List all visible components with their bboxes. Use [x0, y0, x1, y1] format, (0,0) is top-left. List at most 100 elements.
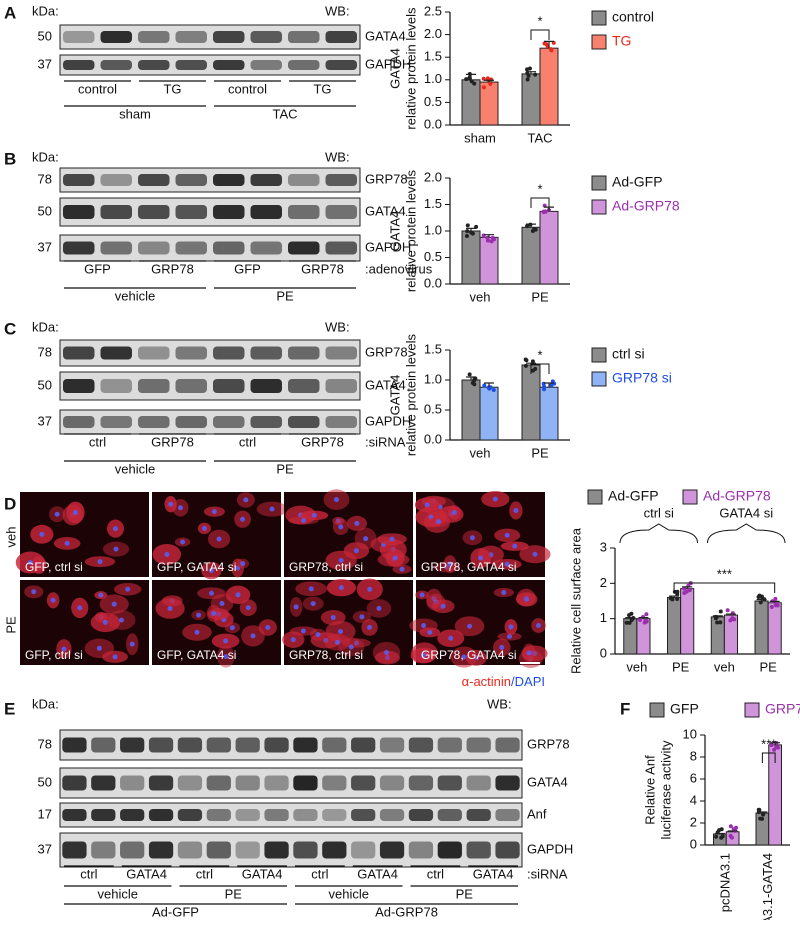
nucleus	[31, 589, 37, 595]
y-tick-label: 0.0	[424, 431, 442, 446]
nucleus	[359, 614, 365, 620]
x-tick-label: TAC	[527, 130, 552, 145]
error-bar	[484, 382, 494, 388]
group-label: ctrl si	[644, 505, 674, 520]
nucleus	[301, 517, 307, 523]
nucleus	[216, 536, 222, 542]
bar	[461, 79, 481, 126]
nucleus	[338, 585, 344, 591]
blot-band	[325, 31, 357, 43]
nucleus	[338, 628, 344, 634]
dot	[718, 620, 723, 625]
blot-band	[213, 205, 245, 219]
image-caption: GFP, GATA4 si	[157, 560, 236, 574]
blot-band	[138, 60, 170, 70]
panel-letter: D	[4, 494, 16, 513]
protein-label: GATA4	[527, 774, 568, 789]
dot	[719, 835, 724, 840]
error-bar	[544, 382, 554, 388]
blot-band	[466, 841, 491, 859]
lane-label: ctrl	[427, 866, 444, 881]
dot	[533, 72, 538, 77]
legend-swatch	[591, 371, 607, 387]
nucleus	[367, 624, 373, 630]
blot-band	[175, 241, 207, 255]
significance-label: ***	[761, 736, 776, 751]
significance-label: *	[537, 13, 542, 28]
blot-band	[495, 737, 520, 753]
x-tick-label: veh	[470, 445, 491, 460]
blot-band	[351, 737, 376, 753]
blot-band	[288, 31, 320, 43]
nucleus	[180, 539, 186, 545]
legend-label: GRP78	[765, 701, 800, 717]
nucleus	[61, 646, 67, 652]
legend-swatch	[587, 489, 603, 505]
blot-band	[250, 346, 282, 360]
bar	[461, 230, 481, 285]
blot-band	[379, 737, 405, 753]
dot	[769, 604, 774, 609]
blot-band	[466, 809, 491, 821]
blot-band	[100, 60, 132, 70]
y-axis-label: relative protein levels	[403, 169, 418, 292]
blot-band	[325, 205, 357, 219]
blot-band	[288, 416, 320, 428]
y-axis-label: GATA4	[387, 375, 402, 416]
blot-band	[213, 416, 245, 428]
y-tick-label: 1	[600, 610, 607, 625]
marker-label: 50	[38, 28, 52, 43]
marker-label: 37	[38, 841, 52, 856]
wb-label: WB:	[325, 149, 350, 164]
dot	[684, 589, 689, 594]
blot-band	[264, 775, 289, 791]
lane-label: ctrl	[89, 434, 106, 449]
nucleus	[98, 592, 104, 598]
y-tick-label: 6	[690, 770, 697, 785]
blot-band	[148, 809, 174, 821]
y-axis-label: GATA4	[387, 48, 402, 89]
image-row-label: PE	[3, 616, 18, 634]
nucleus	[353, 640, 359, 646]
wb-label: WB:	[325, 3, 350, 18]
legend-label: TG	[612, 33, 631, 49]
bar	[754, 600, 769, 655]
bar	[521, 226, 541, 285]
nucleus	[384, 655, 390, 661]
protein-label: GATA4	[365, 377, 406, 392]
outer-label: Ad-GFP	[152, 904, 199, 919]
bar	[521, 73, 541, 126]
dot	[465, 229, 470, 234]
lane-suffix: :siRNA	[527, 866, 568, 881]
blot-band	[325, 174, 357, 186]
dot	[775, 603, 780, 608]
nucleus	[112, 526, 118, 532]
legend-label: GFP	[670, 701, 699, 717]
lane-label: GATA4	[473, 866, 514, 881]
blot-band	[293, 737, 318, 753]
lane-label: GRP78	[301, 261, 344, 276]
nucleus	[384, 650, 390, 656]
error-bar	[526, 71, 536, 74]
nucleus	[478, 555, 484, 561]
y-tick-label: 0.5	[424, 249, 442, 264]
nucleus	[39, 531, 45, 537]
blot-band	[325, 379, 357, 393]
significance-bracket	[530, 363, 550, 374]
group-brace	[619, 523, 698, 544]
x-tick-label: PE	[759, 659, 777, 674]
lane-label: TG	[313, 81, 331, 96]
significance-bracket	[761, 752, 776, 763]
group-label: PE	[276, 461, 294, 476]
lane-label: GFP	[84, 261, 111, 276]
x-tick-label: pcDNA3.1	[718, 853, 733, 912]
blot-band	[91, 737, 116, 753]
nucleus	[447, 561, 453, 567]
protein-label: GATA4	[365, 203, 406, 218]
dot	[643, 618, 648, 623]
y-tick-label: 0.5	[424, 401, 442, 416]
bar	[680, 588, 695, 655]
dot	[488, 81, 493, 86]
blot-band	[288, 346, 320, 360]
blot-band	[63, 31, 95, 43]
